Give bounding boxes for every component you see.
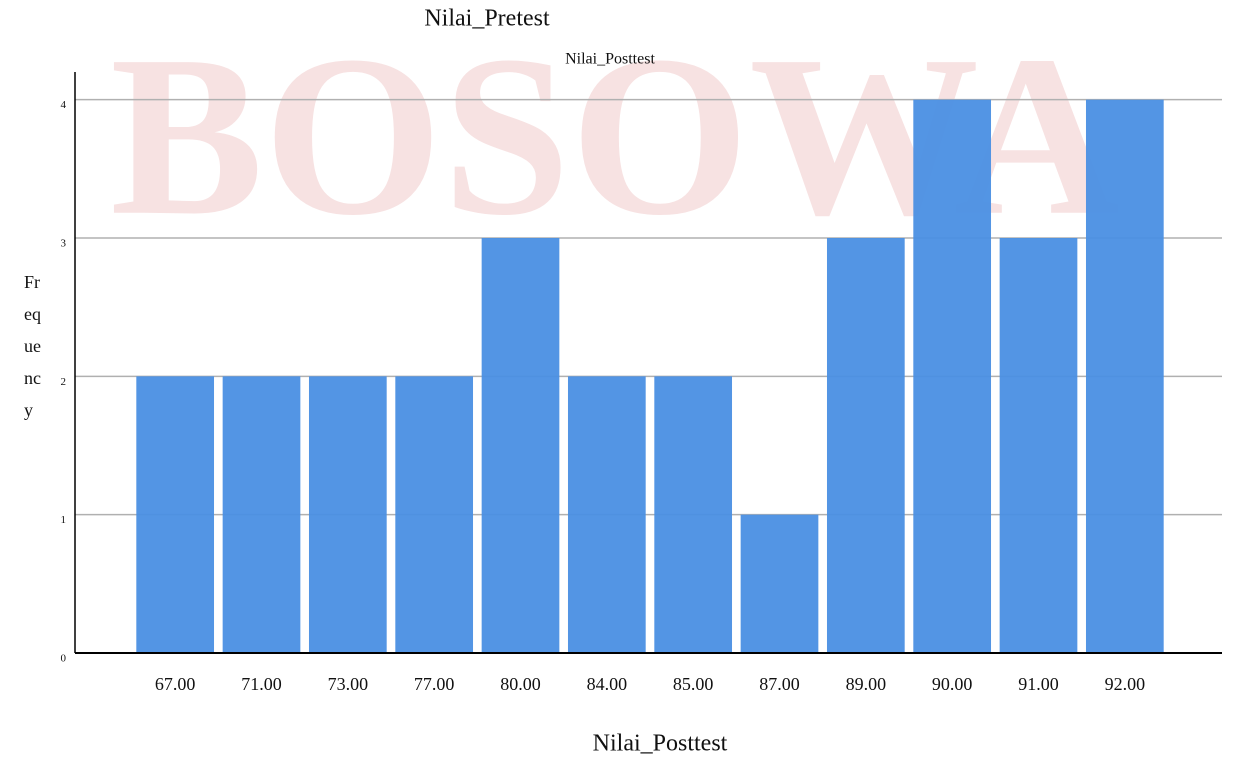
bar <box>826 238 905 653</box>
y-tick-label: 4 <box>61 99 67 111</box>
x-tick-label: 91.00 <box>1018 674 1059 694</box>
x-tick-label: 67.00 <box>155 674 196 694</box>
x-tick-label: 89.00 <box>846 674 887 694</box>
x-axis-label: Nilai_Posttest <box>593 731 728 757</box>
x-tick-label: 73.00 <box>328 674 369 694</box>
bar <box>308 376 387 653</box>
bar <box>1085 99 1164 653</box>
chart-subtitle: Nilai_Posttest <box>565 51 655 68</box>
y-tick-label: 3 <box>61 238 67 250</box>
x-tick-label: 85.00 <box>673 674 714 694</box>
bar <box>913 99 992 653</box>
bar <box>481 238 560 653</box>
x-tick-label: 92.00 <box>1105 674 1146 694</box>
bar <box>740 514 819 653</box>
x-tick-label: 84.00 <box>587 674 628 694</box>
bar <box>999 238 1078 653</box>
chart-title: Nilai_Pretest <box>424 6 550 32</box>
y-tick-label: 2 <box>61 376 67 388</box>
bar <box>567 376 646 653</box>
bar <box>654 376 733 653</box>
x-tick-label: 80.00 <box>500 674 541 694</box>
bar <box>222 376 301 653</box>
y-axis-label: Frequency <box>24 272 41 420</box>
x-tick-label: 87.00 <box>759 674 800 694</box>
x-tick-label: 90.00 <box>932 674 973 694</box>
y-tick-label: 0 <box>61 653 67 665</box>
x-tick-label: 71.00 <box>241 674 282 694</box>
bar <box>395 376 474 653</box>
y-tick-label: 1 <box>61 514 67 526</box>
bar <box>136 376 215 653</box>
x-tick-label: 77.00 <box>414 674 455 694</box>
